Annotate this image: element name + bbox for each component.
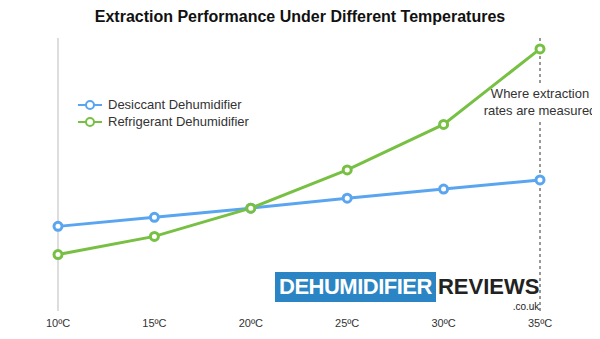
html-text:Refrigerant Dehumidifier: Refrigerant Dehumidifier: [108, 114, 249, 129]
svg-text:35ºC: 35ºC: [528, 317, 552, 329]
svg-text:25ºC: 25ºC: [335, 317, 359, 329]
svg-text:10ºC: 10ºC: [46, 317, 70, 329]
html-text:Extraction Performance Under D: Extraction Performance Under Different T…: [94, 8, 506, 25]
html-text:.co.uk: .co.uk: [512, 301, 540, 312]
svg-text:30ºC: 30ºC: [431, 317, 455, 329]
svg-text:rates are measured: rates are measured: [484, 103, 592, 118]
html-text:Desiccant Dehumidifier: Desiccant Dehumidifier: [108, 97, 242, 112]
svg-text:Where extraction: Where extraction: [491, 86, 589, 101]
html-text:DEHUMIDIFIER REVIEWS: DEHUMIDIFIER REVIEWS: [279, 274, 540, 299]
svg-text:20ºC: 20ºC: [239, 317, 263, 329]
svg-text:15ºC: 15ºC: [142, 317, 166, 329]
